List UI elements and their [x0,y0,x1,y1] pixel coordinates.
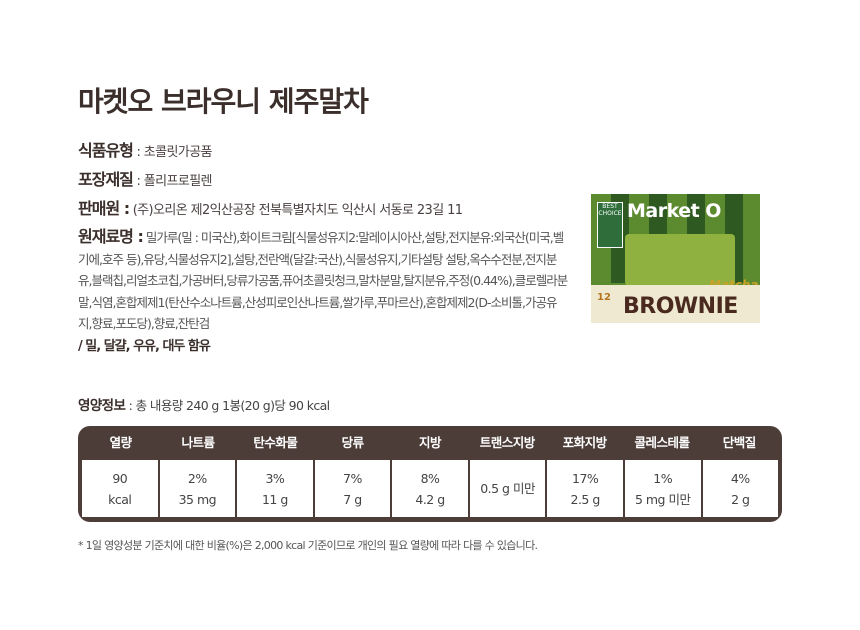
nutrient-amount: 2.5 g [570,491,601,507]
nutrition-table: 열량 나트륨 탄수화물 당류 지방 트랜스지방 포화지방 콜레스테롤 단백질 90 kcal 2% 3… [78,426,782,522]
brownie-picture [625,234,735,286]
nutrition-value-cell: 7% 7 g [312,460,391,517]
nutrition-header-cell: 콜레스테롤 [634,435,690,450]
product-title: 마켓오 브라우니 제주말차 [78,85,369,118]
nutrition-value-cell: 2% 35 mg [157,460,236,517]
food-type-value: : 초콜릿가공품 [136,145,212,160]
nutrition-header-cell: 지방 [418,435,442,450]
nutrient-percent: 1% [653,470,673,486]
seller-row: 판매원 : (주)오리온 제2익산공장 전북특별자치도 익산시 서동로 23길 … [78,195,463,219]
nutrient-percent: 4% [730,470,750,486]
packaging-row: 포장재질 : 폴리프로필렌 [78,166,213,190]
product-image: BEST CHOICE Market O Matcha 12 BROWNIE [591,194,760,323]
food-type-label: 식품유형 [78,141,134,160]
ingredients-value: 밀가루(밀 : 미국산),화이트크림[식물성유지2:말레이시아산,설탕,전지분유… [78,230,568,331]
nutrient-percent: 7% [343,470,362,486]
nutrition-header-row: 열량 나트륨 탄수화물 당류 지방 트랜스지방 포화지방 콜레스테롤 단백질 [82,426,778,460]
seller-value: (주)오리온 제2익산공장 전북특별자치도 익산시 서동로 23길 11 [132,203,463,218]
nutrient-amount: 5 mg 미만 [634,491,691,507]
nutrient-percent: 17% [572,470,599,486]
nutrition-header-cell: 탄수화물 [253,435,298,450]
nutrient-percent: 90 [112,470,128,486]
brand-logo: Market O [627,200,721,222]
nutrition-header-cell: 트랜스지방 [479,435,536,450]
nutrition-header-cell: 나트륨 [181,435,215,450]
nutrition-value-cell: 1% 5 mg 미만 [622,460,701,517]
nutrition-footnote: * 1일 영양성분 기준치에 대한 비율(%)은 2,000 kcal 기준이므… [78,539,538,552]
nutrition-value-cell: 4% 2 g [700,460,779,517]
nutrition-value-cell: 3% 11 g [235,460,313,517]
nutrition-header-cell: 단백질 [722,435,757,450]
nutrition-header-cell: 열량 [109,435,133,450]
nutrient-amount: 11 g [261,491,288,507]
seller-label: 판매원 : [78,199,130,218]
ingredients-label: 원재료명 : [78,227,144,246]
nutrient-amount: 35 mg [178,491,217,507]
nutrient-amount: 4.2 g [415,491,445,507]
nutrient-percent: 0.5 g 미만 [480,481,535,496]
nutrient-percent: 3% [265,470,285,486]
nutrition-summary-text: : 총 내용량 240 g 1봉(20 g)당 90 kcal [128,398,330,413]
packaging-value: : 폴리프로필렌 [136,174,212,189]
count-badge: 12 [597,292,611,303]
nutrition-label: 영양정보 [78,398,126,414]
nutrition-header-cell: 포화지방 [562,435,608,450]
ingredients: 원재료명 : 밀가루(밀 : 미국산),화이트크림[식물성유지2:말레이시아산,… [78,226,568,357]
nutrition-header-cell: 당류 [341,435,365,450]
nutrient-amount: 2 g [731,491,750,507]
nutrition-value-cell: 0.5 g 미만 [467,460,546,517]
nutrient-amount: kcal [108,491,132,507]
nutrition-summary: 영양정보 : 총 내용량 240 g 1봉(20 g)당 90 kcal [78,394,330,414]
nutrient-amount: 7 g [343,491,362,507]
nutrition-value-row: 90 kcal 2% 35 mg 3% 11 g 7% 7 g 8% 4.2 g 0.5 g 미만 1… [82,460,778,517]
nutrient-percent: 2% [187,470,207,486]
nutrition-value-cell: 90 kcal [82,460,158,517]
food-type-row: 식품유형 : 초콜릿가공품 [78,137,213,161]
best-choice-badge: BEST CHOICE [597,202,623,248]
nutrient-percent: 8% [420,470,440,486]
nutrition-value-cell: 17% 2.5 g [545,460,623,517]
packaging-label: 포장재질 [78,170,134,189]
product-name-logo: BROWNIE [623,294,738,319]
nutrition-value-cell: 8% 4.2 g [390,460,468,517]
allergy-info: / 밀, 달걀, 우유, 대두 함유 [78,338,211,354]
